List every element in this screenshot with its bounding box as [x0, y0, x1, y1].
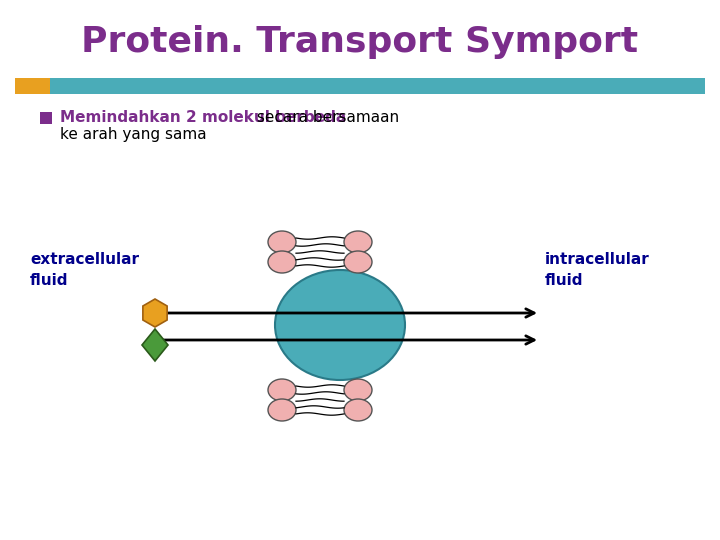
Text: ke arah yang sama: ke arah yang sama: [60, 127, 207, 143]
Ellipse shape: [268, 231, 296, 253]
Bar: [50, 78, 705, 94]
Ellipse shape: [268, 399, 296, 421]
Text: Protein. Transport Symport: Protein. Transport Symport: [81, 25, 639, 59]
Text: secara bersamaan: secara bersamaan: [252, 111, 399, 125]
Text: extracellular
fluid: extracellular fluid: [30, 252, 139, 288]
Polygon shape: [142, 329, 168, 361]
Ellipse shape: [275, 270, 405, 380]
Bar: [15, 78, 50, 94]
Ellipse shape: [344, 399, 372, 421]
Ellipse shape: [344, 251, 372, 273]
Ellipse shape: [268, 379, 296, 401]
Bar: [40, 112, 52, 124]
Ellipse shape: [344, 231, 372, 253]
Ellipse shape: [344, 379, 372, 401]
Polygon shape: [143, 299, 167, 327]
Ellipse shape: [268, 251, 296, 273]
Text: intracellular
fluid: intracellular fluid: [545, 252, 649, 288]
Text: Memindahkan 2 molekul berbeda: Memindahkan 2 molekul berbeda: [60, 111, 346, 125]
